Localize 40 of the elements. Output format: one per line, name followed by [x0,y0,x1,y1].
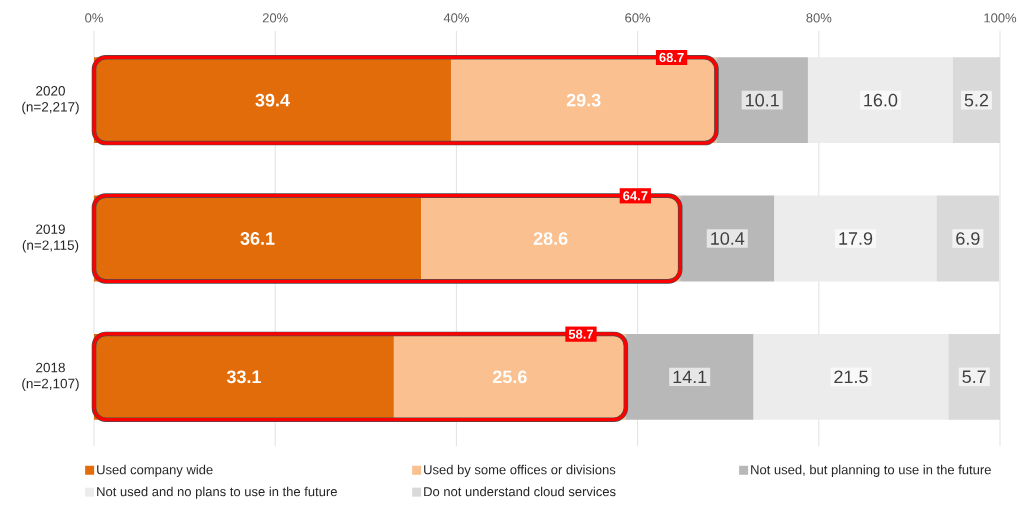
y-tick-label: 2019 (n=2,115) [22,224,79,253]
x-tick-label: 40% [443,13,469,23]
data-label: 5.2 [964,93,989,107]
data-label: 29.3 [566,93,601,107]
legend-label: Not used and no plans to use in the future [97,486,337,499]
data-label: 10.4 [711,232,745,245]
data-label: 21.5 [834,370,868,384]
data-label: 68.7 [659,52,684,63]
data-label: 64.7 [623,191,648,201]
data-label: 28.6 [533,232,568,245]
x-tick-label: 100% [984,13,1017,23]
data-label: 58.7 [568,329,594,339]
legend-label: Used company wide [97,464,213,477]
bar [807,57,953,144]
data-label: 17.9 [839,232,873,245]
bar [774,195,937,282]
legend-label: Used by some offices or divisions [424,464,616,477]
data-label: 36.1 [240,232,275,245]
x-tick-label: 60% [625,13,651,23]
data-label: 6.9 [956,232,980,245]
y-tick-label: 2020 (n=2,217) [22,86,79,115]
data-label: 39.4 [255,93,290,107]
legend-label: Do not understand cloud services [424,486,616,497]
data-label: 33.1 [226,370,261,384]
data-label: 25.6 [492,370,527,384]
bar [680,195,775,282]
x-tick-label: 0% [85,13,103,23]
data-label: 10.1 [746,93,779,107]
data-label: 14.1 [673,370,707,384]
y-tick-label: 2018 (n=2,107) [22,362,79,391]
data-label: 16.0 [864,93,898,107]
data-label: 5.7 [962,370,986,384]
bar [625,333,754,420]
legend-label: Not used, but planning to use in the future [751,464,991,477]
bar [94,57,451,144]
bar [753,333,949,420]
x-tick-label: 80% [806,13,832,23]
bar [94,333,394,420]
x-tick-label: 20% [262,13,288,23]
bar [94,195,422,282]
